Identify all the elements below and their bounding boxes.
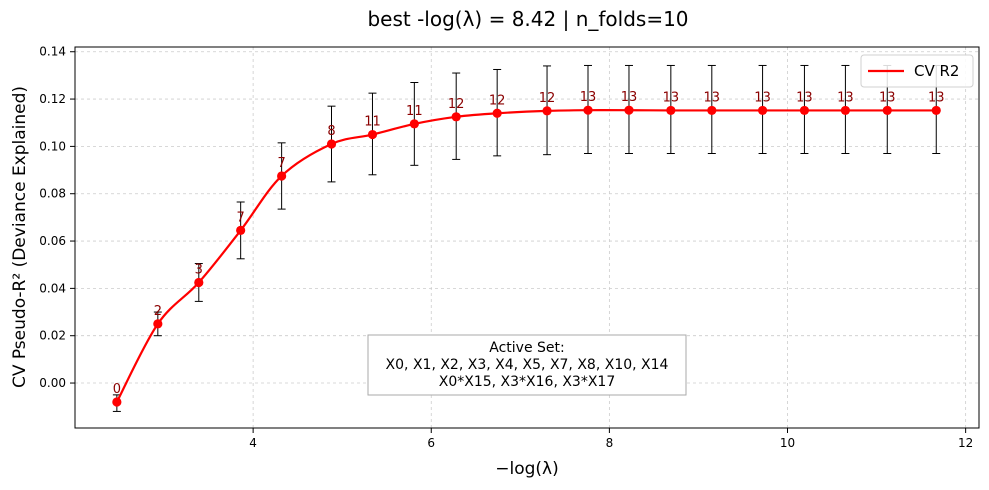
nonzero-count-label: 2	[154, 304, 162, 319]
annotation-box	[367, 334, 687, 396]
nonzero-count-label: 8	[327, 124, 335, 139]
data-point	[931, 105, 941, 116]
y-tick-label: 0.04	[39, 281, 66, 295]
data-point	[757, 105, 768, 116]
data-point	[367, 129, 378, 140]
data-point	[194, 277, 204, 288]
y-axis-ticks: 0.00 0.02 0.04 0.06 0.08 0.10 0.12 0.14	[39, 45, 75, 390]
nonzero-count-label: 13	[704, 90, 721, 105]
y-tick-label: 0.02	[39, 329, 66, 343]
nonzero-count-label: 13	[754, 90, 771, 105]
data-point	[112, 397, 122, 407]
nonzero-count-label: 12	[539, 91, 556, 106]
data-point	[707, 105, 717, 116]
y-axis-label: CV Pseudo-R² (Deviance Explained)	[10, 86, 30, 388]
data-point	[451, 112, 461, 122]
y-tick-label: 0.10	[39, 139, 66, 153]
nonzero-count-label: 7	[277, 156, 285, 171]
data-point	[666, 105, 676, 116]
nonzero-count-label: 13	[879, 90, 896, 105]
data-point	[409, 119, 419, 129]
nonzero-count-label: 11	[406, 104, 423, 119]
y-tick-label: 0.00	[39, 376, 66, 390]
nonzero-count-label: 7	[237, 210, 245, 225]
data-point	[492, 108, 502, 118]
nonzero-count-label: 13	[796, 90, 813, 105]
legend-label: CV R2	[914, 62, 959, 80]
data-point	[236, 225, 246, 236]
data-point	[277, 171, 287, 181]
data-point	[799, 105, 810, 116]
annotation-line-2: X0*X15, X3*X16, X3*X17	[439, 374, 616, 390]
annotation-line-1: X0, X1, X2, X3, X4, X5, X7, X8, X10, X14	[386, 357, 669, 373]
x-tick-label: 10	[780, 436, 795, 450]
data-point	[840, 105, 851, 116]
chart-title: best -log(λ) = 8.42 | n_folds=10	[367, 7, 688, 31]
nonzero-count-label: 13	[837, 90, 854, 105]
data-point	[882, 105, 892, 116]
y-tick-label: 0.08	[39, 187, 66, 201]
x-axis-ticks: 4 6 8 10 12	[249, 428, 973, 450]
y-tick-label: 0.12	[39, 92, 66, 106]
legend: CV R2	[860, 54, 974, 88]
nonzero-count-label: 12	[448, 97, 465, 112]
x-tick-label: 8	[606, 436, 614, 450]
data-point	[624, 105, 634, 115]
y-tick-label: 0.06	[39, 234, 66, 248]
active-set-annotation: Active Set: X0, X1, X2, X3, X4, X5, X7, …	[367, 334, 687, 396]
x-tick-label: 6	[427, 436, 435, 450]
nonzero-count-label: 3	[195, 262, 203, 277]
annotation-title: Active Set:	[489, 340, 564, 356]
x-tick-label: 4	[249, 436, 257, 450]
data-point	[153, 319, 163, 329]
nonzero-count-label: 13	[663, 90, 680, 105]
data-point	[583, 105, 593, 115]
nonzero-count-label: 11	[364, 115, 381, 130]
data-point	[326, 139, 337, 149]
y-tick-label: 0.14	[39, 45, 66, 59]
x-tick-label: 12	[958, 436, 973, 450]
nonzero-count-label: 0	[113, 382, 121, 397]
x-axis-label: −log(λ)	[495, 459, 558, 479]
legend-box	[860, 54, 974, 88]
data-point	[542, 106, 552, 116]
data-points	[112, 105, 941, 407]
nonzero-count-labels: 0 2 3 7 7 8 11 11 12 12 12 13 13 13 13 13 13 13 13 13	[113, 90, 945, 397]
plot-frame	[74, 46, 980, 429]
nonzero-count-label: 13	[580, 90, 597, 105]
nonzero-count-label: 12	[489, 93, 506, 108]
nonzero-count-label: 13	[928, 90, 945, 105]
nonzero-count-label: 13	[621, 90, 638, 105]
